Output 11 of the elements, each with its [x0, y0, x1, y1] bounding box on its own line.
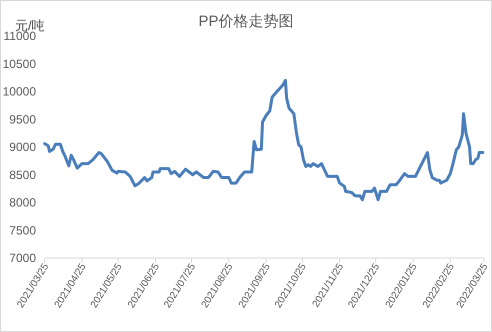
y-tick-label: 10000	[2, 84, 36, 98]
y-tick-label: 9000	[9, 140, 36, 154]
y-tick-label: 8000	[9, 196, 36, 210]
y-tick-label: 8500	[9, 168, 36, 182]
y-tick-label: 9500	[9, 112, 36, 126]
y-axis-title: 元/吨	[15, 18, 45, 33]
y-tick-label: 7500	[9, 223, 36, 238]
chart-title: PP价格走势图	[198, 13, 294, 30]
y-tick-label: 10500	[2, 56, 36, 71]
line-series	[43, 78, 484, 202]
y-tick-label: 7000	[9, 251, 36, 265]
